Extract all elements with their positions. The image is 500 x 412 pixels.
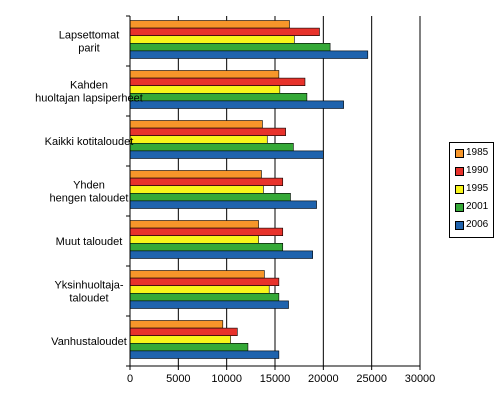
x-tick-label: 5000 — [166, 373, 190, 385]
bar-2001-cat0 — [129, 42, 331, 52]
bar-1995-cat6 — [129, 335, 231, 344]
category-label: taloudet — [69, 293, 108, 305]
bar-1985-cat3 — [129, 170, 262, 179]
category-label: Kahden — [70, 80, 108, 92]
category-label: Vanhustaloudet — [51, 336, 127, 348]
legend-item-2001: 2001 — [455, 200, 495, 214]
bar-1990-cat1 — [129, 77, 306, 86]
bar-1990-cat6 — [129, 327, 238, 337]
bar-1995-cat2 — [129, 135, 268, 144]
bar-2001-cat3 — [129, 193, 291, 202]
legend-label-2001: 2001 — [466, 201, 489, 212]
category-label: Muut taloudet — [56, 236, 123, 248]
bar-1995-cat4 — [129, 235, 259, 244]
bar-1990-cat3 — [129, 177, 284, 187]
legend-item-1990: 1990 — [455, 164, 495, 178]
bar-2001-cat2 — [129, 143, 294, 152]
x-tick-label: 10000 — [211, 373, 242, 385]
category-label: Lapsettomat — [59, 30, 120, 42]
bar-1985-cat2 — [129, 120, 263, 129]
x-tick-label: 25000 — [356, 373, 387, 385]
legend-label-2006: 2006 — [466, 219, 489, 230]
bar-2006-cat3 — [129, 200, 317, 209]
x-tick-label: 0 — [127, 373, 133, 385]
bar-1995-cat3 — [129, 185, 264, 194]
bar-2001-cat5 — [129, 292, 280, 302]
category-label: hengen taloudet — [50, 193, 129, 205]
bar-1990-cat5 — [129, 277, 280, 287]
bar-1995-cat1 — [129, 85, 281, 94]
x-tick-label: 15000 — [260, 373, 291, 385]
x-tick-label: 20000 — [308, 373, 339, 385]
legend-label-1995: 1995 — [466, 183, 489, 194]
bar-2001-cat1 — [129, 93, 308, 102]
legend-item-1995: 1995 — [455, 182, 495, 196]
legend-label-1985: 1985 — [466, 147, 489, 158]
bar-2006-cat4 — [129, 250, 313, 259]
bar-1985-cat1 — [129, 70, 280, 79]
bar-2006-cat2 — [129, 150, 324, 159]
bar-2006-cat6 — [129, 350, 280, 359]
bar-1990-cat4 — [129, 227, 284, 237]
category-label: huoltajan lapsiperheet — [35, 93, 143, 105]
bar-1990-cat0 — [129, 27, 320, 37]
legend-swatch-2001 — [455, 203, 464, 212]
legend-swatch-1990 — [455, 167, 464, 176]
x-tick-label: 30000 — [405, 373, 436, 385]
legend-swatch-2006 — [455, 221, 464, 230]
legend-swatch-1985 — [455, 149, 464, 158]
axis-layer: 0 5000 10000 15000 20000 25000 30000 Lapsettoma… — [35, 15, 436, 385]
bar-1985-cat5 — [129, 270, 265, 279]
legend-item-1985: 1985 — [455, 146, 495, 160]
bar-1995-cat0 — [129, 35, 295, 44]
legend-swatch-1995 — [455, 185, 464, 194]
bar-1985-cat0 — [129, 20, 290, 29]
category-label: Yksinhuoltaja- — [54, 280, 123, 292]
category-label: Yhden — [73, 180, 105, 192]
bar-1995-cat5 — [129, 285, 270, 294]
bar-2006-cat1 — [129, 100, 344, 109]
bar-2006-cat0 — [129, 50, 369, 59]
legend-item-2006: 2006 — [455, 218, 495, 232]
bar-1990-cat2 — [129, 127, 286, 137]
category-label: parit — [78, 43, 99, 55]
bar-1985-cat4 — [129, 220, 259, 229]
bar-2001-cat6 — [129, 342, 249, 352]
legend: 1985 1990 1995 2001 2006 — [449, 142, 494, 238]
bar-2006-cat5 — [129, 300, 289, 309]
bar-1985-cat6 — [129, 320, 224, 329]
legend-label-1990: 1990 — [466, 165, 489, 176]
bar-2001-cat4 — [129, 243, 284, 252]
category-label: Kaikki kotitaloudet — [45, 136, 134, 148]
